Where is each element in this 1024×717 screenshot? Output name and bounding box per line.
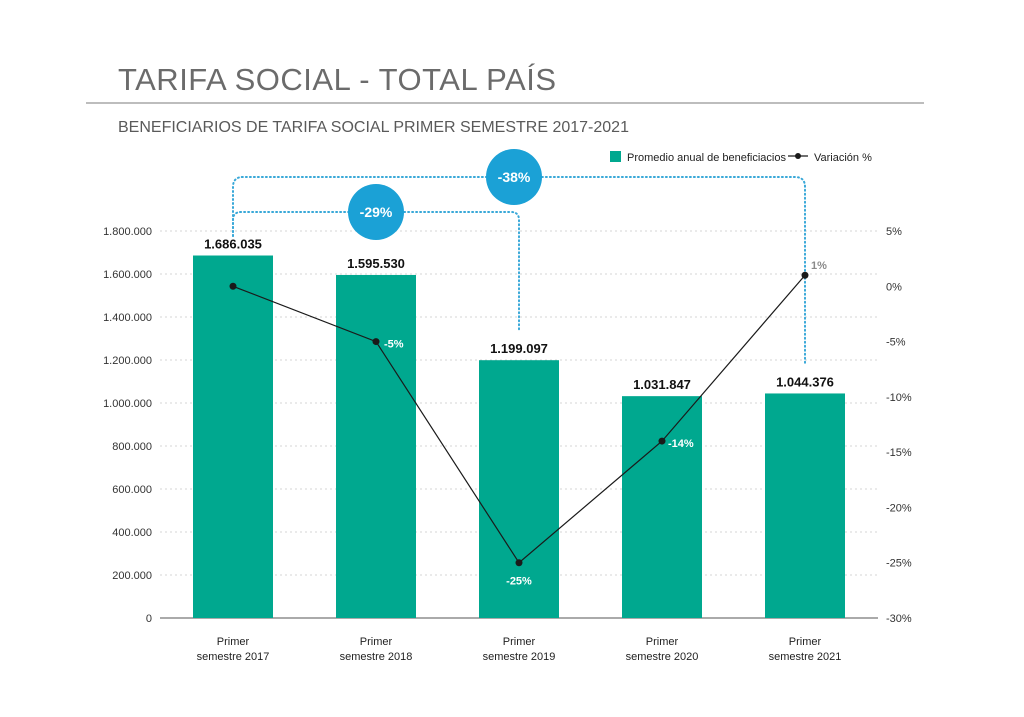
x-axis-category-label-line2: semestre 2018 <box>340 651 413 663</box>
variation-value-label: 1% <box>811 260 827 272</box>
bar-value-label: 1.199.097 <box>490 341 548 356</box>
left-axis-tick-label: 1.800.000 <box>103 226 152 238</box>
comparison-bracket <box>232 176 806 366</box>
right-axis-tick-label: 0% <box>886 281 902 293</box>
left-axis-tick-label: 200.000 <box>112 570 152 582</box>
x-axis-category-label-line1: Primer <box>503 636 536 648</box>
legend-line-marker <box>795 153 801 159</box>
percent-change-bubble-label: -38% <box>498 169 531 185</box>
left-axis-tick-label: 800.000 <box>112 441 152 453</box>
left-axis-tick-label: 0 <box>146 613 152 625</box>
x-axis-category-label-line1: Primer <box>789 636 822 648</box>
x-axis-category-label-line1: Primer <box>360 636 393 648</box>
right-axis-tick-label: -25% <box>886 558 912 570</box>
right-axis-tick-label: 5% <box>886 226 902 238</box>
right-axis-tick-label: -10% <box>886 392 912 404</box>
bar-value-label: 1.686.035 <box>204 237 262 252</box>
bar <box>765 393 845 618</box>
legend-bar-label: Promedio anual de beneficiacios <box>627 152 786 164</box>
left-axis-tick-label: 1.200.000 <box>103 355 152 367</box>
variation-point <box>515 559 523 567</box>
bar-value-label: 1.031.847 <box>633 377 691 392</box>
variation-value-label: -5% <box>384 339 404 351</box>
left-axis-tick-label: 1.400.000 <box>103 312 152 324</box>
left-axis-tick-label: 400.000 <box>112 527 152 539</box>
variation-point <box>658 437 666 445</box>
variation-value-label: -25% <box>506 576 532 588</box>
left-axis-tick-label: 1.000.000 <box>103 398 152 410</box>
x-axis-category-label-line1: Primer <box>646 636 679 648</box>
x-axis-category-label-line2: semestre 2017 <box>197 651 270 663</box>
percent-change-bubble-label: -29% <box>360 204 393 220</box>
bar <box>622 396 702 618</box>
title-divider <box>86 102 924 104</box>
right-axis-tick-label: -15% <box>886 447 912 459</box>
percent-change-bubble <box>486 149 542 205</box>
bar-value-label: 1.595.530 <box>347 256 405 271</box>
variation-value-label: -14% <box>668 438 694 450</box>
chart-subtitle: BENEFICIARIOS DE TARIFA SOCIAL PRIMER SE… <box>118 119 629 136</box>
legend-bar-swatch <box>610 151 621 162</box>
right-axis-tick-label: -5% <box>886 337 906 349</box>
bar <box>193 255 273 618</box>
variation-point <box>229 282 237 290</box>
right-axis-tick-label: -20% <box>886 502 912 514</box>
x-axis-category-label-line2: semestre 2021 <box>769 651 842 663</box>
x-axis-category-label-line2: semestre 2020 <box>626 651 699 663</box>
legend-line-label: Variación % <box>814 152 872 164</box>
right-axis-tick-label: -30% <box>886 613 912 625</box>
variation-point <box>372 338 380 346</box>
percent-change-bubble <box>348 184 404 240</box>
bar-value-label: 1.044.376 <box>776 374 834 389</box>
page-title: TARIFA SOCIAL - TOTAL PAÍS <box>118 62 557 97</box>
bar <box>336 274 416 618</box>
variation-point <box>801 271 809 279</box>
left-axis-tick-label: 1.600.000 <box>103 269 152 281</box>
bar <box>479 360 559 618</box>
x-axis-category-label-line2: semestre 2019 <box>483 651 556 663</box>
left-axis-tick-label: 600.000 <box>112 484 152 496</box>
x-axis-category-label-line1: Primer <box>217 636 250 648</box>
